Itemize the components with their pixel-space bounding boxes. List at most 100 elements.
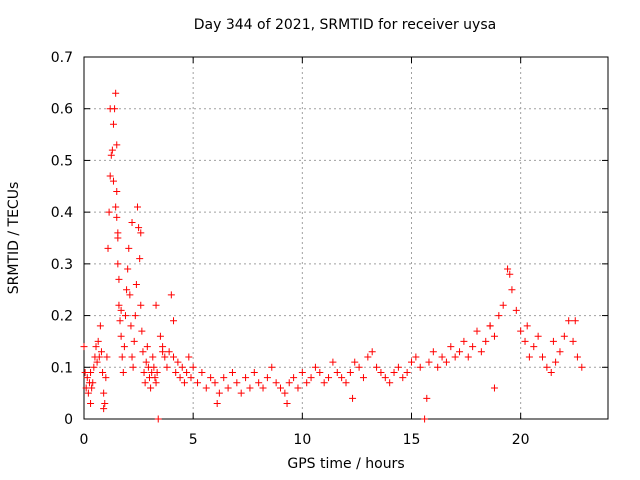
data-point — [107, 151, 115, 159]
data-point — [303, 379, 311, 387]
data-point — [143, 343, 151, 351]
data-point — [104, 244, 112, 252]
data-point — [140, 368, 148, 376]
data-point — [151, 374, 159, 382]
data-point — [170, 317, 178, 325]
data-point — [202, 384, 210, 392]
data-point — [92, 343, 100, 351]
data-point — [425, 358, 433, 366]
data-point — [126, 291, 134, 299]
data-point — [220, 374, 228, 382]
data-point — [93, 358, 101, 366]
data-points — [80, 89, 586, 423]
data-point — [215, 389, 223, 397]
data-point — [128, 353, 136, 361]
data-point — [250, 368, 258, 376]
data-point — [490, 332, 498, 340]
data-point — [159, 348, 167, 356]
data-point — [346, 368, 354, 376]
data-point — [96, 322, 104, 330]
data-point — [573, 353, 581, 361]
data-point — [228, 368, 236, 376]
data-point — [90, 363, 98, 371]
data-point — [106, 172, 114, 180]
data-point — [103, 353, 111, 361]
data-point — [246, 384, 254, 392]
data-point — [543, 363, 551, 371]
data-point — [499, 301, 507, 309]
data-point — [108, 146, 116, 154]
data-point — [87, 368, 95, 376]
data-point — [277, 384, 284, 392]
data-point — [259, 384, 267, 392]
data-point — [156, 332, 164, 340]
data-point — [390, 368, 398, 376]
data-point — [442, 358, 450, 366]
data-point — [198, 368, 206, 376]
data-point — [307, 374, 315, 382]
data-point — [242, 374, 250, 382]
data-point — [355, 363, 363, 371]
data-point — [154, 415, 162, 423]
data-point — [131, 312, 139, 320]
x-tick-label: 0 — [80, 432, 89, 448]
data-point — [170, 353, 178, 361]
data-point — [434, 363, 442, 371]
data-point — [423, 394, 431, 402]
data-point — [549, 337, 557, 345]
grid — [84, 57, 608, 419]
data-point — [149, 353, 157, 361]
data-point — [115, 301, 123, 309]
data-point — [124, 265, 132, 273]
data-point — [113, 141, 121, 149]
data-point — [178, 363, 186, 371]
data-point — [368, 348, 376, 356]
data-point — [172, 368, 180, 376]
y-axis-ticks: 0 0.1 0.2 0.3 0.4 0.5 0.6 0.7 — [51, 50, 608, 428]
y-axis-label: SRMTID / TECUs — [6, 181, 22, 295]
data-point — [429, 348, 437, 356]
data-point — [137, 229, 145, 237]
data-point — [285, 379, 293, 387]
data-point — [482, 337, 490, 345]
data-point — [447, 343, 455, 351]
data-point — [129, 363, 137, 371]
data-point — [416, 363, 424, 371]
data-point — [333, 368, 341, 376]
data-point — [469, 343, 477, 351]
data-point — [421, 415, 429, 423]
data-point — [268, 363, 276, 371]
y-tick-label: 0.6 — [51, 102, 73, 118]
data-point — [349, 394, 357, 402]
y-tick-label: 0.4 — [51, 205, 73, 221]
y-tick-label: 0.3 — [51, 257, 73, 273]
data-point — [100, 389, 108, 397]
data-point — [381, 374, 389, 382]
x-tick-label: 15 — [403, 432, 421, 448]
data-point — [272, 379, 280, 387]
data-point — [147, 384, 155, 392]
data-point — [534, 332, 542, 340]
data-point — [290, 374, 298, 382]
data-point — [504, 265, 512, 273]
data-point — [338, 374, 346, 382]
data-point — [167, 291, 175, 299]
x-axis-label: GPS time / hours — [287, 456, 405, 472]
data-point — [87, 399, 95, 407]
data-point — [163, 363, 171, 371]
data-point — [399, 374, 407, 382]
data-point — [438, 353, 446, 361]
data-point — [102, 374, 110, 382]
data-point — [115, 275, 123, 283]
data-point — [386, 379, 394, 387]
data-point — [138, 327, 146, 335]
data-point — [525, 353, 533, 361]
data-point — [83, 374, 91, 382]
data-point — [152, 301, 160, 309]
data-point — [283, 399, 291, 407]
y-tick-label: 0.1 — [51, 360, 73, 376]
data-point — [329, 358, 337, 366]
x-axis-ticks: 0 5 10 15 20 — [80, 57, 530, 448]
x-tick-label: 5 — [189, 432, 198, 448]
data-point — [136, 255, 144, 263]
